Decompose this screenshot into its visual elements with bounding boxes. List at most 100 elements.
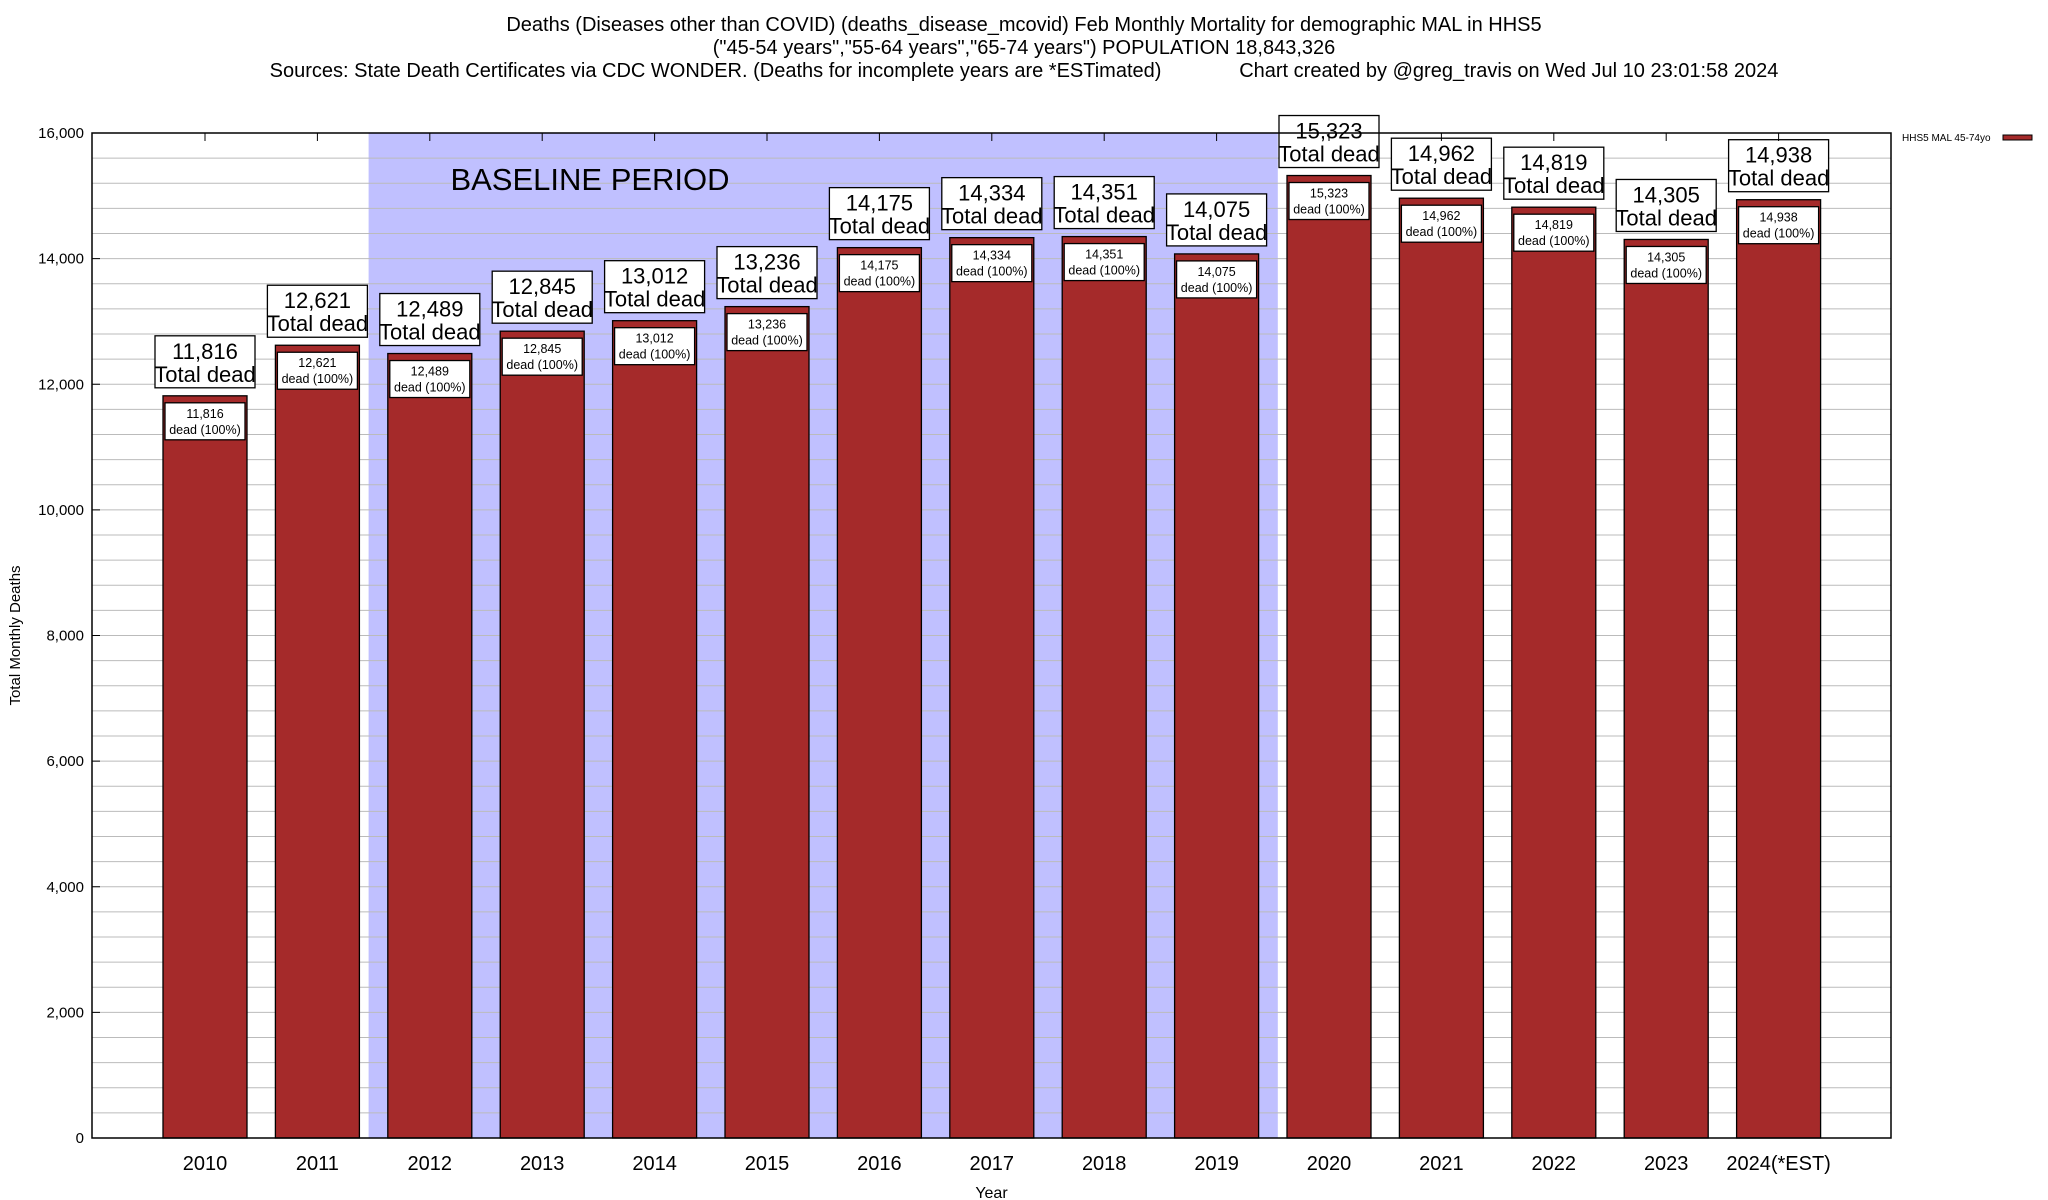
inner-label-value: 14,819 [1535,218,1573,232]
bar-2012 [387,352,473,1139]
inner-label-pct: dead (100%) [394,381,466,395]
total-label-value: 14,351 [1071,180,1138,205]
total-label-value: 13,236 [733,250,800,275]
total-label-box [1727,139,1830,193]
bar-2011 [274,344,361,1139]
inner-label-value: 14,175 [860,259,898,273]
inner-label-value: 12,489 [411,365,449,379]
x-tick-label: 2017 [970,1153,1015,1175]
total-label-value: 12,621 [284,288,351,313]
inner-label-pct: dead (100%) [1181,281,1253,295]
bar-2013 [499,330,585,1139]
chart-title: Deaths (Diseases other than COVID) (deat… [506,14,1542,36]
inner-label-pct: dead (100%) [506,358,578,372]
x-tick-label: 2016 [857,1153,902,1175]
total-label-text: Total dead [1053,203,1155,228]
total-label-text: Total dead [491,297,593,322]
total-label-box [716,245,818,300]
inner-label-pct: dead (100%) [169,423,241,437]
total-label-text: Total dead [716,273,818,298]
total-label-text: Total dead [1615,205,1717,230]
inner-label-value: 12,621 [298,356,336,370]
x-tick-label: 2014 [632,1153,677,1175]
x-tick-label: 2010 [183,1153,228,1175]
x-tick-label: 2022 [1532,1153,1577,1175]
total-label-box [1390,137,1493,191]
x-axis-label: Year [975,1185,1008,1200]
total-label-box [1615,178,1717,233]
bar-2020 [1286,174,1372,1139]
total-label-text: Total dead [154,362,256,387]
y-tick-label: 14,000 [38,251,84,268]
inner-label-pct: dead (100%) [956,265,1028,279]
inner-label-box [389,359,471,399]
inner-label-box [838,253,921,293]
inner-label-pct: dead (100%) [731,334,803,348]
inner-label-box [1063,242,1145,282]
y-tick-label: 2,000 [46,1004,84,1021]
x-tick-label: 2012 [408,1153,453,1175]
total-label-value: 12,845 [509,274,576,299]
inner-label-box [951,243,1033,283]
chart-sources: Sources: State Death Certificates via CD… [269,60,1779,82]
chart-subtitle: ("45-54 years","55-64 years","65-74 year… [712,37,1336,59]
bar-2018 [1061,235,1147,1139]
inner-label-pct: dead (100%) [844,275,916,289]
total-label-text: Total dead [604,287,706,312]
bar-2016 [836,246,923,1139]
total-label-box [379,292,481,347]
legend-label: HHS5 MAL 45-74yo [1902,133,1991,144]
bar-2010 [162,395,248,1139]
total-label-value: 14,334 [958,181,1025,206]
inner-label-value: 14,962 [1422,209,1460,223]
bar-2019 [1173,253,1260,1139]
total-label-text: Total dead [1391,164,1493,189]
inner-label-pct: dead (100%) [619,348,691,362]
inner-label-value: 14,334 [973,249,1011,263]
total-label-text: Total dead [267,311,369,336]
x-tick-label: 2015 [745,1153,790,1175]
total-label-box [603,260,706,314]
inner-label-box [613,327,696,366]
total-label-value: 14,305 [1633,182,1700,207]
bar-2023 [1623,238,1709,1139]
x-tick-label: 2021 [1419,1153,1464,1175]
inner-label-box [1513,213,1595,252]
y-tick-label: 4,000 [46,879,84,896]
total-label-value: 14,819 [1520,150,1587,175]
inner-label-value: 13,012 [635,332,673,346]
bar-2015 [724,305,810,1139]
y-axis-label: Total Monthly Deaths [7,565,24,705]
y-tick-label: 16,000 [38,125,84,142]
inner-label-value: 14,075 [1197,265,1235,279]
total-label-text: Total dead [941,204,1043,229]
inner-label-pct: dead (100%) [1743,227,1815,241]
total-label-text: Total dead [1166,220,1268,245]
bar-2017 [949,236,1035,1139]
x-tick-label: 2019 [1194,1153,1239,1175]
baseline-label: BASELINE PERIOD [450,162,729,197]
total-label-text: Total dead [1728,166,1830,191]
total-label-box [941,176,1043,231]
total-label-value: 14,962 [1408,141,1475,166]
total-label-box [266,284,369,338]
inner-label-box [1625,245,1707,285]
inner-label-box [1288,181,1370,221]
inner-label-box [501,337,583,376]
total-label-text: Total dead [1278,142,1380,167]
inner-label-box [164,402,246,441]
total-label-value: 13,012 [621,264,688,289]
bar-2021 [1398,197,1485,1139]
inner-label-box [726,312,808,352]
total-label-box [1165,193,1268,247]
y-tick-label: 8,000 [46,628,84,645]
x-tick-label: 2018 [1082,1153,1127,1175]
y-tick-label: 0 [76,1130,84,1147]
total-label-value: 14,175 [846,191,913,216]
inner-label-pct: dead (100%) [1406,225,1478,239]
total-label-box [1053,175,1155,230]
inner-label-value: 14,351 [1085,248,1123,262]
bar-2014 [611,320,698,1139]
total-label-value: 14,075 [1183,197,1250,222]
x-tick-label: 2011 [296,1153,339,1175]
